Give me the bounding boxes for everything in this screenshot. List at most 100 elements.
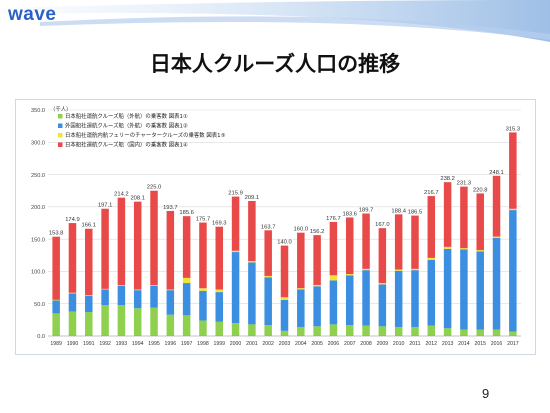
bar-segment-series-1 <box>411 326 419 336</box>
bar-segment-series-3 <box>182 277 191 284</box>
bar-segment-series-2 <box>215 292 224 322</box>
bar-segment-series-1 <box>133 308 142 336</box>
bar-segment-series-1 <box>166 314 175 336</box>
bar-segment-series-2 <box>297 289 305 327</box>
bar-total-label: 231.3 <box>457 181 472 187</box>
bar-segment-series-1 <box>460 329 468 336</box>
y-tick-label: 250.0 <box>31 173 45 179</box>
legend-entry-label: 日本船社運航クルーズ船（国内）の乗客数 図表1④ <box>65 141 188 149</box>
bar-segment-series-1 <box>443 328 452 336</box>
bar-segment-series-2 <box>101 289 109 306</box>
y-tick-label: 100.0 <box>31 270 45 276</box>
bar-segment-series-4 <box>509 132 517 209</box>
bar-segment-series-3 <box>411 268 419 271</box>
y-tick-label: 300.0 <box>31 140 45 146</box>
bar-segment-series-4 <box>476 193 484 251</box>
legend-swatch <box>58 142 63 147</box>
legend-swatch <box>58 114 63 119</box>
x-tick-label: 2001 <box>246 341 258 347</box>
bar-segment-series-2 <box>264 277 272 326</box>
bar-segment-series-3 <box>394 269 403 271</box>
bar-segment-series-1 <box>492 329 501 336</box>
bar-segment-series-3 <box>329 275 338 281</box>
bar-segment-series-3 <box>362 268 370 271</box>
x-tick-label: 2016 <box>491 341 503 347</box>
bar-total-label: 140.0 <box>277 240 292 246</box>
bar-segment-series-4 <box>248 200 256 262</box>
bar-segment-series-1 <box>313 326 321 336</box>
legend-swatch <box>58 133 63 138</box>
bar-segment-series-3 <box>133 289 142 291</box>
bar-total-label: 166.1 <box>82 223 97 229</box>
bar-total-label: 315.3 <box>506 126 521 132</box>
bar-segment-series-3 <box>150 284 158 286</box>
bar-segment-series-3 <box>297 288 305 290</box>
bar-segment-series-4 <box>117 197 126 285</box>
bar-segment-series-3 <box>280 297 289 300</box>
bar-segment-series-4 <box>280 245 289 298</box>
bar-segment-series-4 <box>427 196 436 258</box>
bar-segment-series-4 <box>378 228 387 284</box>
x-tick-label: 2012 <box>426 341 438 347</box>
bar-segment-series-1 <box>329 324 338 336</box>
y-tick-label: 50.0 <box>34 302 45 308</box>
page-number: 9 <box>482 386 490 401</box>
bar-segment-series-2 <box>166 290 175 315</box>
bar-segment-series-2 <box>85 295 93 313</box>
bar-segment-series-1 <box>85 312 93 336</box>
bar-segment-series-1 <box>150 307 158 336</box>
bar-total-label: 209.1 <box>245 195 260 201</box>
legend-swatch <box>58 123 63 128</box>
bar-segment-series-2 <box>427 259 436 326</box>
bar-segment-series-3 <box>443 246 452 249</box>
bar-total-label: 189.7 <box>359 208 374 214</box>
bar-total-label: 248.1 <box>489 170 504 176</box>
bar-segment-series-2 <box>133 290 142 309</box>
bar-segment-series-1 <box>345 325 354 336</box>
y-tick-label: 0.0 <box>37 334 45 340</box>
bar-total-label: 188.4 <box>391 208 406 214</box>
bar-segment-series-1 <box>215 321 224 336</box>
bar-segment-series-4 <box>182 216 191 278</box>
bar-total-label: 175.7 <box>196 217 211 223</box>
bar-segment-series-2 <box>443 248 452 329</box>
bar-segment-series-4 <box>166 210 175 290</box>
bar-segment-series-4 <box>394 214 403 270</box>
bar-segment-series-4 <box>345 217 354 275</box>
bar-segment-series-2 <box>150 285 158 308</box>
bar-segment-series-1 <box>52 313 60 336</box>
bar-segment-series-3 <box>248 261 256 263</box>
bar-segment-series-1 <box>509 331 517 336</box>
bar-total-label: 183.6 <box>342 211 357 217</box>
bar-segment-series-2 <box>248 262 256 325</box>
bar-total-label: 215.9 <box>228 191 243 197</box>
bar-segment-series-1 <box>231 323 240 336</box>
bar-segment-series-4 <box>492 175 501 237</box>
stacked-bar-chart: 0.0 50.0 100.0 150.0 200.0 250.0 300.0 350.0 （千人… <box>31 105 521 347</box>
x-tick-label: 2005 <box>311 341 323 347</box>
x-tick-label: 2017 <box>507 341 519 347</box>
bar-segment-series-4 <box>68 223 77 293</box>
bar-segment-series-3 <box>509 208 517 211</box>
bar-segment-series-1 <box>394 326 403 336</box>
x-tick-label: 1990 <box>67 341 79 347</box>
bar-segment-series-1 <box>297 326 305 336</box>
bar-segment-series-2 <box>199 290 207 321</box>
bar-total-label: 238.2 <box>440 176 455 182</box>
bar-segment-series-3 <box>101 288 109 290</box>
x-tick-label: 1991 <box>83 341 95 347</box>
x-tick-label: 1993 <box>116 341 128 347</box>
y-unit-label: （千人） <box>50 105 72 113</box>
bar-segment-series-4 <box>133 201 142 290</box>
bar-segment-series-3 <box>215 289 224 293</box>
x-tick-label: 2010 <box>393 341 405 347</box>
bar-total-label: 193.7 <box>163 205 178 211</box>
bar-segment-series-4 <box>85 228 93 296</box>
bar-segment-series-4 <box>362 213 370 269</box>
bar-total-label: 186.5 <box>408 210 423 216</box>
bar-segment-series-4 <box>52 236 60 300</box>
bar-segment-series-3 <box>345 274 354 276</box>
x-tick-label: 2002 <box>262 341 274 347</box>
x-tick-label: 1989 <box>50 341 62 347</box>
bar-segment-series-4 <box>443 182 452 247</box>
